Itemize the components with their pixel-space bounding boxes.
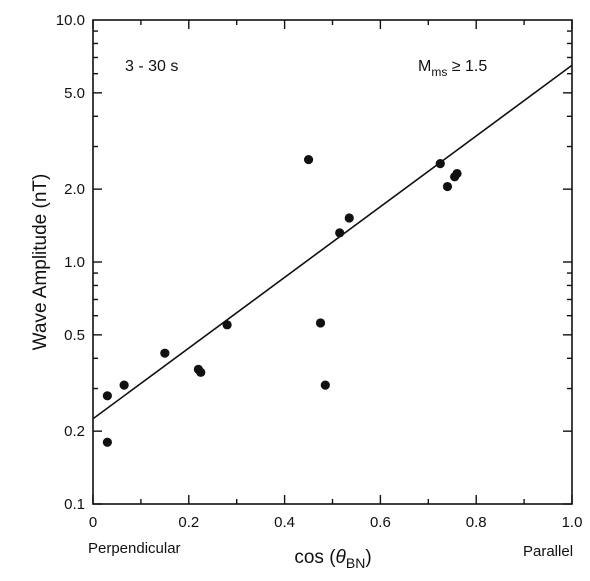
fit-line-group — [92, 64, 573, 420]
data-point — [119, 380, 129, 390]
y-tick-label: 0.5 — [64, 327, 85, 344]
data-point — [435, 159, 445, 169]
y-tick-label: 2.0 — [64, 181, 85, 198]
data-points — [102, 154, 462, 447]
data-point — [196, 367, 206, 377]
data-point — [344, 213, 354, 223]
mach-annotation-rest: ≥ 1.5 — [447, 58, 487, 75]
parallel-label: Parallel — [523, 543, 573, 560]
y-tick-label: 0.2 — [64, 423, 85, 440]
mach-annotation-sub: ms — [431, 65, 447, 79]
y-tick-label: 1.0 — [64, 254, 85, 271]
plot-border — [92, 19, 573, 505]
fit-line — [92, 64, 573, 420]
x-tick-label: 0.6 — [370, 514, 391, 531]
data-point — [303, 154, 314, 165]
data-point — [160, 348, 170, 358]
x-tick-label: 0.4 — [274, 514, 295, 531]
mach-annotation: Mms ≥ 1.5 — [418, 58, 487, 79]
x-tick-label: 0.2 — [178, 514, 199, 531]
x-axis-title-sub: BN — [346, 555, 365, 571]
mach-annotation-main: M — [418, 58, 431, 75]
data-point — [335, 228, 345, 238]
x-axis-title-theta: θ — [336, 547, 347, 568]
y-axis-title: Wave Amplitude (nT) — [30, 174, 51, 351]
y-tick-label: 10.0 — [56, 12, 85, 29]
data-point — [320, 380, 330, 390]
data-point — [102, 437, 112, 447]
x-tick-label: 0 — [89, 514, 97, 531]
x-axis-title-suffix: ) — [365, 547, 371, 568]
data-point — [452, 168, 462, 179]
plot-frame — [92, 19, 573, 505]
perpendicular-label: Perpendicular — [88, 540, 181, 557]
x-axis-title: cos (θBN) — [294, 547, 371, 571]
x-tick-label: 0.8 — [466, 514, 487, 531]
period-annotation: 3 - 30 s — [125, 58, 178, 75]
y-tick-label: 5.0 — [64, 85, 85, 102]
y-tick-label: 0.1 — [64, 496, 85, 513]
x-axis-ticks: 0 0.2 0.4 0.6 0.8 1.0 — [89, 20, 583, 531]
data-point — [222, 320, 232, 330]
data-point — [102, 391, 112, 401]
data-point — [442, 181, 453, 192]
y-axis-ticks: 0.1 0.2 0.5 1.0 2.0 5.0 10.0 — [56, 12, 572, 513]
data-point — [315, 318, 326, 328]
x-tick-label: 1.0 — [562, 514, 583, 531]
x-axis-title-prefix: cos ( — [294, 547, 336, 568]
